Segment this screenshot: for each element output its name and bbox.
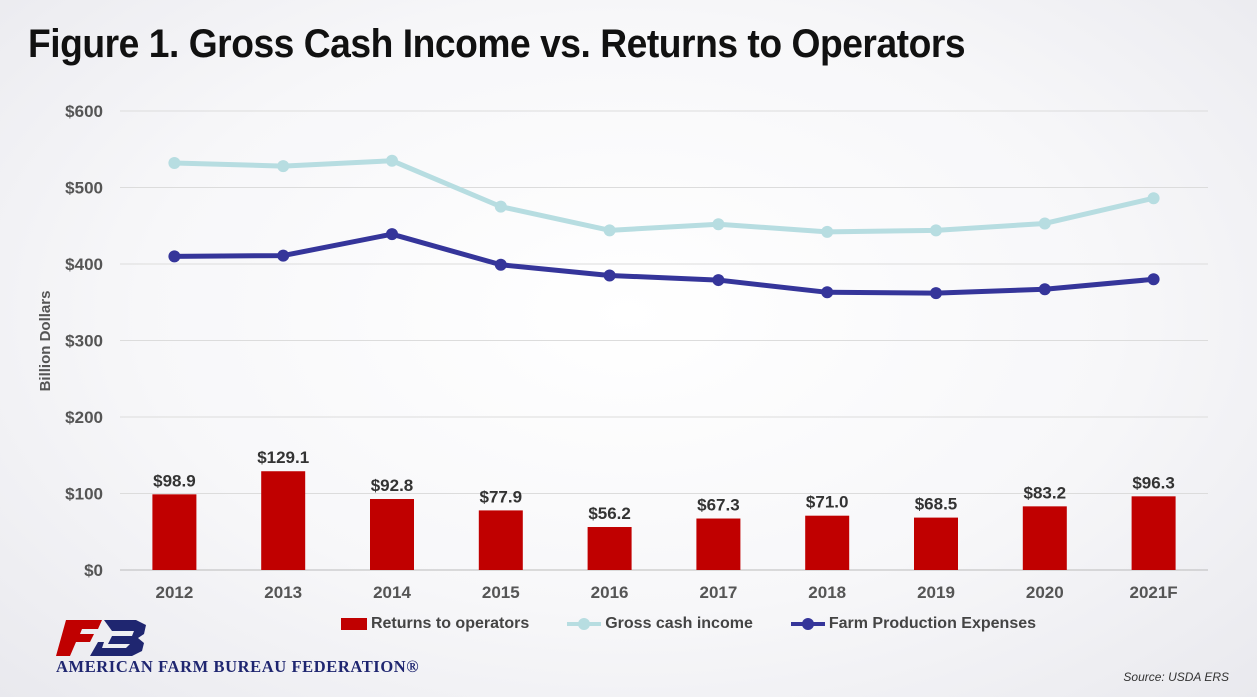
x-tick-label: 2021F [1129,583,1177,602]
x-tick-label: 2012 [155,583,193,602]
y-axis-label: Billion Dollars [37,291,54,392]
x-tick-label: 2020 [1026,583,1064,602]
afbf-logo-icon [56,620,146,656]
source-note: Source: USDA ERS [1123,670,1229,684]
bar-data-label: $98.9 [153,471,196,490]
bar-data-label: $68.5 [915,495,958,514]
legend-item-gross: Gross cash income [567,615,753,633]
x-tick-label: 2018 [808,583,846,602]
logo-wordmark: AMERICAN FARM BUREAU FEDERATION® [56,657,420,676]
x-tick-label: 2013 [264,583,302,602]
data-point [1038,283,1051,296]
bar-data-label: $96.3 [1132,473,1175,492]
x-tick-label: 2019 [917,583,955,602]
data-point [168,157,181,170]
data-point [386,154,398,167]
bar [1022,506,1067,570]
x-axis: 2012 2013 2014 2015 2016 2017 2018 2019 2020 2021… [155,583,1177,602]
series-line [174,158,1155,235]
legend-label-expenses: Farm Production Expenses [828,615,1037,632]
data-point [494,200,507,213]
bar-data-label: $56.2 [588,504,631,523]
legend-swatch-gross [567,618,602,630]
y-tick-label: $200 [65,408,103,427]
bar-data-label: $71.0 [806,493,849,512]
bar [261,471,306,570]
data-point [603,224,616,237]
line-series-expenses [168,228,1160,300]
bar-data-label: $92.8 [371,476,414,495]
bar-data-label: $129.1 [257,448,309,467]
legend-swatch-expenses [790,618,825,630]
series-line [174,231,1154,296]
data-point [494,258,507,271]
data-point [168,250,181,263]
data-point [821,225,834,238]
bar-data-label: $77.9 [480,487,523,506]
y-tick-label: $600 [65,102,103,121]
y-axis: $0 $100 $200 $300 $400 $500 $600 [65,102,103,580]
data-point [277,249,290,262]
legend-item-expenses: Farm Production Expenses [790,615,1037,633]
data-point [277,160,290,173]
bar [152,494,197,570]
line-series-gross [168,154,1160,238]
data-point [821,286,834,299]
data-point [386,228,398,241]
bar [478,510,523,570]
bar [914,517,958,570]
y-tick-label: $300 [65,332,103,351]
data-point [930,287,942,300]
data-point [712,274,725,287]
data-point [1147,273,1160,286]
data-point [930,224,942,237]
bar [696,518,741,570]
bar [587,527,632,570]
x-tick-label: 2014 [373,583,411,602]
data-point [712,218,725,231]
bar [805,515,850,570]
legend-item-returns: Returns to operators [340,615,530,633]
y-tick-label: $400 [65,255,103,274]
data-point [1147,192,1160,205]
data-point [603,269,616,282]
bar-data-label: $67.3 [697,496,740,515]
x-tick-label: 2016 [591,583,629,602]
legend-label-returns: Returns to operators [370,615,530,632]
legend: Returns to operators Gross cash income F… [0,615,1257,633]
y-tick-label: $0 [84,561,103,580]
legend-label-gross: Gross cash income [605,615,753,632]
bar-data-label: $83.2 [1024,483,1067,502]
legend-swatch-returns [340,618,367,630]
bar [1131,496,1176,570]
line-series [168,154,1160,300]
bar-series-returns: $98.9 $129.1 $92.8 $77.9 $56.2 $67.3 $71.0 $68.… [152,448,1176,570]
page-title: Figure 1. Gross Cash Income vs. Returns … [28,22,966,66]
x-tick-label: 2017 [699,583,737,602]
y-tick-label: $500 [65,179,103,198]
data-point [1038,217,1051,230]
y-tick-label: $100 [65,485,103,504]
bar [370,499,414,570]
x-tick-label: 2015 [482,583,520,602]
